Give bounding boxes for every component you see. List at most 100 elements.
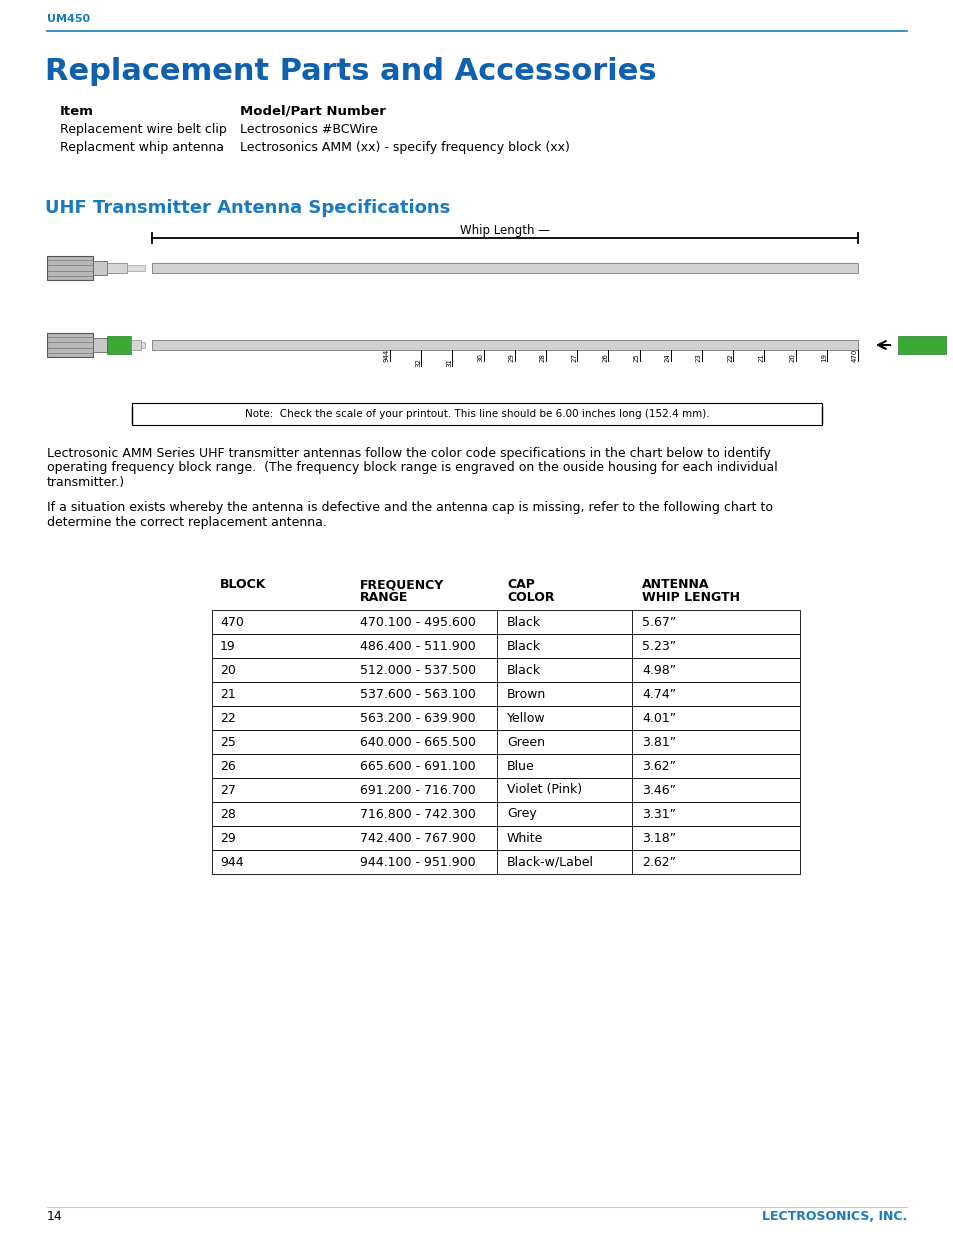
Text: 20: 20 [220, 663, 235, 677]
Text: 23: 23 [696, 353, 701, 362]
Text: 512.000 - 537.500: 512.000 - 537.500 [359, 663, 476, 677]
Text: 3.31”: 3.31” [641, 808, 676, 820]
Text: 944: 944 [384, 348, 390, 362]
Text: BLOCK: BLOCK [220, 578, 266, 592]
Bar [127, 342, 145, 348]
Text: transmitter.): transmitter.) [47, 475, 125, 489]
Bar [107, 263, 127, 273]
Bar [127, 266, 145, 270]
Text: Blue: Blue [506, 760, 535, 773]
Text: 24: 24 [664, 353, 670, 362]
Bar [212, 850, 800, 874]
Text: 3.81”: 3.81” [641, 736, 676, 748]
Text: 3.62”: 3.62” [641, 760, 676, 773]
Bar [92, 261, 107, 275]
Text: 742.400 - 767.900: 742.400 - 767.900 [359, 831, 476, 845]
Text: 2.62”: 2.62” [641, 856, 676, 868]
Text: operating frequency block range.  (The frequency block range is engraved on the : operating frequency block range. (The fr… [47, 462, 777, 474]
Text: 20: 20 [789, 353, 795, 362]
Text: Green: Green [506, 736, 544, 748]
Text: 31: 31 [446, 358, 452, 367]
Text: 30: 30 [477, 353, 483, 362]
Text: 21: 21 [220, 688, 235, 700]
Text: determine the correct replacement antenna.: determine the correct replacement antenn… [47, 516, 327, 529]
Text: 4.01”: 4.01” [641, 711, 676, 725]
Bar [212, 706, 800, 730]
Text: Black: Black [506, 640, 540, 652]
Text: LECTROSONICS, INC.: LECTROSONICS, INC. [760, 1210, 906, 1223]
Text: 944.100 - 951.900: 944.100 - 951.900 [359, 856, 476, 868]
Bar [212, 682, 800, 706]
Bar [897, 336, 945, 354]
Text: Black: Black [506, 615, 540, 629]
Text: 14: 14 [47, 1210, 63, 1223]
Text: 470.100 - 495.600: 470.100 - 495.600 [359, 615, 476, 629]
Text: Lectrosonic AMM Series UHF transmitter antennas follow the color code specificat: Lectrosonic AMM Series UHF transmitter a… [47, 447, 770, 459]
Text: 22: 22 [726, 353, 733, 362]
Text: Whip Length —: Whip Length — [459, 224, 550, 237]
Bar [47, 256, 92, 280]
Text: 25: 25 [220, 736, 235, 748]
Text: White: White [506, 831, 543, 845]
Text: Grey: Grey [506, 808, 537, 820]
Text: 19: 19 [220, 640, 235, 652]
Text: Item: Item [60, 105, 93, 119]
Text: Lectrosonics #BCWire: Lectrosonics #BCWire [240, 124, 377, 136]
Bar [212, 730, 800, 755]
Text: FREQUENCY: FREQUENCY [359, 578, 444, 592]
Bar [152, 263, 857, 273]
Bar [212, 610, 800, 634]
Bar [212, 826, 800, 850]
Text: 27: 27 [220, 783, 235, 797]
Text: 691.200 - 716.700: 691.200 - 716.700 [359, 783, 476, 797]
Text: 470: 470 [220, 615, 244, 629]
Text: 563.200 - 639.900: 563.200 - 639.900 [359, 711, 476, 725]
Text: 22: 22 [220, 711, 235, 725]
Bar [47, 333, 92, 357]
Bar [212, 778, 800, 802]
Text: Violet (Pink): Violet (Pink) [506, 783, 581, 797]
Bar [212, 634, 800, 658]
Text: 716.800 - 742.300: 716.800 - 742.300 [359, 808, 476, 820]
Text: RANGE: RANGE [359, 592, 408, 604]
Bar [107, 336, 131, 354]
Text: 3.18”: 3.18” [641, 831, 676, 845]
Bar [131, 340, 141, 350]
Text: CAP: CAP [506, 578, 535, 592]
Text: 537.600 - 563.100: 537.600 - 563.100 [359, 688, 476, 700]
Bar [212, 658, 800, 682]
Text: UM450: UM450 [47, 14, 90, 23]
Bar [212, 802, 800, 826]
Text: If a situation exists whereby the antenna is defective and the antenna cap is mi: If a situation exists whereby the antenn… [47, 501, 772, 515]
Bar [107, 340, 127, 350]
Text: 944: 944 [220, 856, 243, 868]
Text: 665.600 - 691.100: 665.600 - 691.100 [359, 760, 476, 773]
Text: Replacement wire belt clip: Replacement wire belt clip [60, 124, 227, 136]
Text: 27: 27 [571, 353, 577, 362]
Text: Brown: Brown [506, 688, 546, 700]
Text: 32: 32 [415, 358, 421, 367]
Text: Replacment whip antenna: Replacment whip antenna [60, 141, 224, 154]
Text: 5.23”: 5.23” [641, 640, 676, 652]
Text: 5.67”: 5.67” [641, 615, 676, 629]
Text: Note:  Check the scale of your printout. This line should be 6.00 inches long (1: Note: Check the scale of your printout. … [244, 409, 709, 419]
Text: ANTENNA: ANTENNA [641, 578, 709, 592]
Text: 25: 25 [633, 353, 639, 362]
Text: WHIP LENGTH: WHIP LENGTH [641, 592, 740, 604]
Text: Black: Black [506, 663, 540, 677]
Text: 28: 28 [539, 353, 545, 362]
Bar [92, 338, 107, 352]
Text: 26: 26 [220, 760, 235, 773]
Text: 3.46”: 3.46” [641, 783, 676, 797]
Text: 21: 21 [758, 353, 763, 362]
Text: 29: 29 [220, 831, 235, 845]
Text: Lectrosonics AMM (xx) - specify frequency block (xx): Lectrosonics AMM (xx) - specify frequenc… [240, 141, 569, 154]
Text: 28: 28 [220, 808, 235, 820]
Text: Black-w/Label: Black-w/Label [506, 856, 594, 868]
Bar [152, 340, 857, 350]
Bar [132, 403, 821, 425]
Text: UHF Transmitter Antenna Specifications: UHF Transmitter Antenna Specifications [45, 199, 450, 217]
Text: 470: 470 [851, 348, 857, 362]
Text: Yellow: Yellow [506, 711, 545, 725]
Bar [212, 755, 800, 778]
